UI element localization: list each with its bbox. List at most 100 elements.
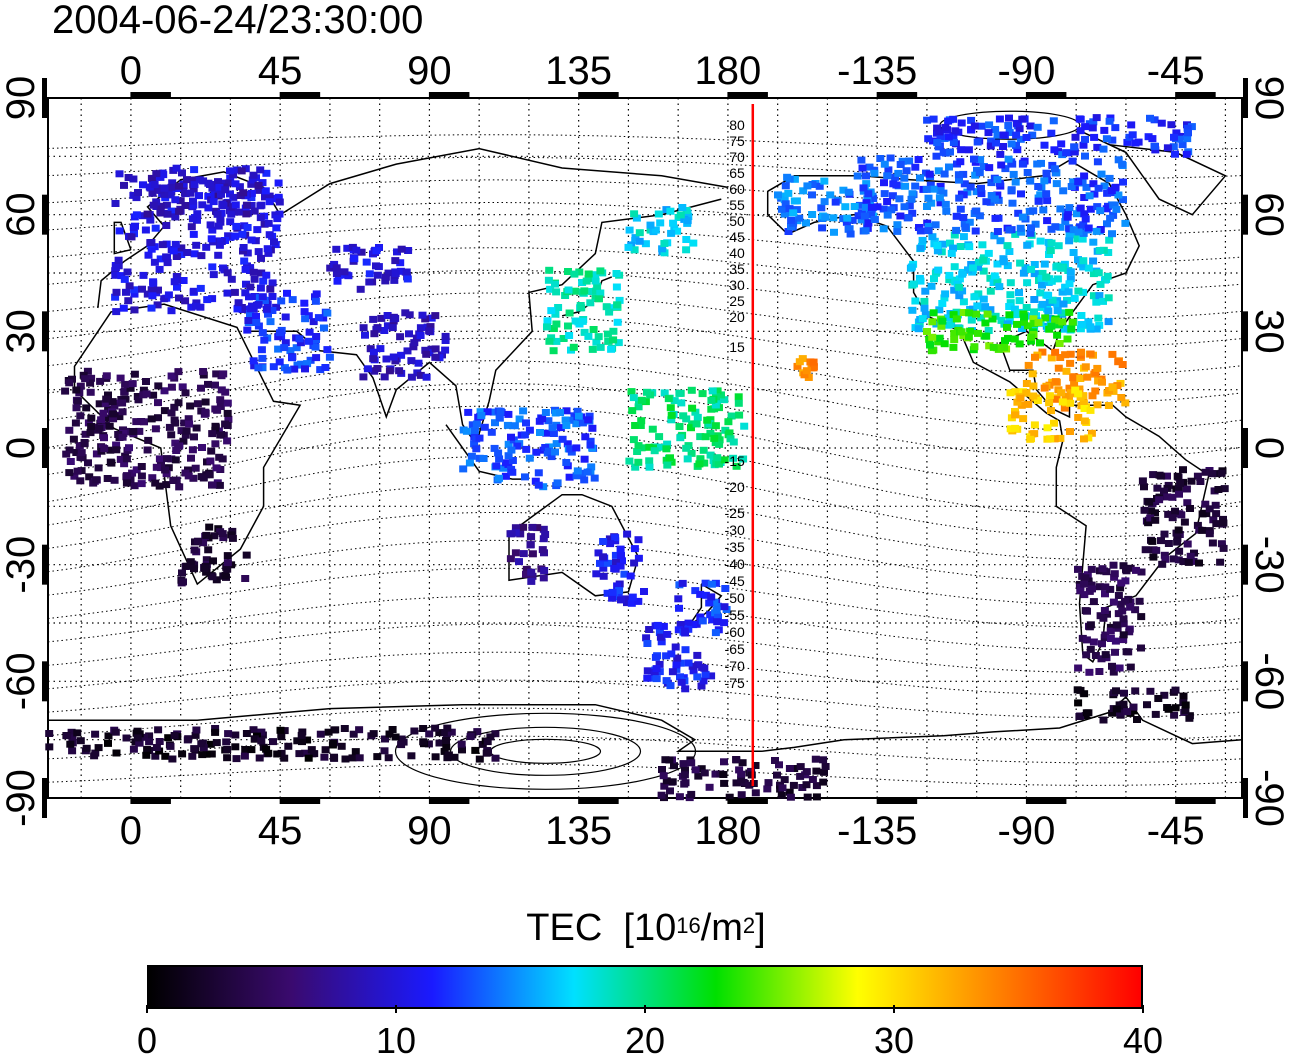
tec-point [606,540,615,548]
tec-point [213,210,222,218]
tec-point [945,271,954,279]
tec-point [1151,710,1160,718]
tec-point [566,445,575,453]
tec-point [1003,323,1011,331]
tec-point [1030,308,1038,316]
tec-point [1093,364,1102,372]
tec-point [1104,402,1113,409]
tec-point [1069,178,1078,186]
tec-point [1031,353,1039,361]
tec-point [210,532,219,540]
tec-point [152,463,161,471]
tec-point [935,306,944,314]
tec-point [544,276,553,284]
tec-point [242,730,251,737]
tec-point [355,726,364,734]
tec-point [503,421,512,429]
tec-point [908,209,917,217]
tec-point [935,128,944,136]
colorbar-tick-mark [644,1005,646,1013]
tec-point [1061,351,1070,359]
tec-point [1042,169,1051,177]
tec-point [572,420,581,428]
tec-point [171,419,180,427]
tec-point [68,747,77,755]
tec-point [388,324,397,332]
tec-point [275,210,284,218]
tec-point [425,730,434,738]
tec-point [1066,428,1074,435]
tec-map: 8075706560555045403530252015-15-20-25-30… [0,49,1291,853]
tec-point [1217,469,1226,477]
tec-point [1101,590,1109,598]
tec-point [256,284,265,292]
tec-point [470,427,479,435]
tec-point [403,347,412,355]
tec-point [683,217,692,225]
lat-label-left: 0 [0,437,43,459]
tec-point [1086,406,1095,414]
tec-point [1163,144,1172,152]
tec-point [241,289,250,297]
tec-point [72,386,81,394]
tec-point [784,189,793,197]
tec-point [927,282,936,290]
tec-point [1169,555,1178,563]
tec-point [1018,325,1026,332]
tec-point [609,336,618,344]
colorbar-tick-mark [146,1005,148,1013]
tec-point [215,481,224,489]
tec-point [562,407,571,415]
tec-point [987,137,996,145]
tec-point [189,201,198,209]
tec-point [691,408,700,416]
tec-point [777,205,786,213]
tec-point [763,785,772,793]
tec-point [1082,709,1091,717]
tec-point [1067,325,1076,333]
tec-point [1074,228,1083,236]
tec-point [240,257,249,265]
tec-point [1072,210,1081,218]
tec-point [975,169,984,177]
tec-point [211,381,219,389]
tec-point [483,738,492,746]
tec-point [706,451,715,459]
tec-point [175,182,184,190]
tec-point [1065,204,1074,212]
tec-point [341,755,350,763]
tec-point [625,226,634,234]
tec-point [508,457,517,464]
tec-point [977,190,986,198]
tec-point [552,440,561,448]
tec-point [553,479,562,487]
tec-point [964,333,973,341]
tec-point [707,396,716,404]
tec-point [903,214,912,222]
tec-point [215,241,224,249]
tec-point [786,793,795,801]
tec-point [84,459,92,467]
tec-point [462,427,471,435]
tec-point [781,182,790,190]
tec-point [122,734,131,742]
tec-point [865,163,874,171]
tec-point [1150,142,1159,150]
tec-point [1005,114,1013,122]
tec-point [900,203,909,211]
colorbar-units-open: [10 [623,907,677,949]
tec-point [1189,557,1198,565]
tec-point [280,727,289,735]
tec-point [383,312,392,319]
lat-label-left: 60 [0,192,43,237]
tec-point [1087,581,1096,589]
tec-point [645,463,654,471]
tec-point [1112,687,1120,695]
tec-point [580,287,589,295]
tec-point [1074,287,1083,295]
tec-point [1040,260,1049,268]
tec-point [956,158,965,166]
tec-point [161,466,170,474]
tec-point [605,535,614,543]
tec-point [191,731,200,739]
